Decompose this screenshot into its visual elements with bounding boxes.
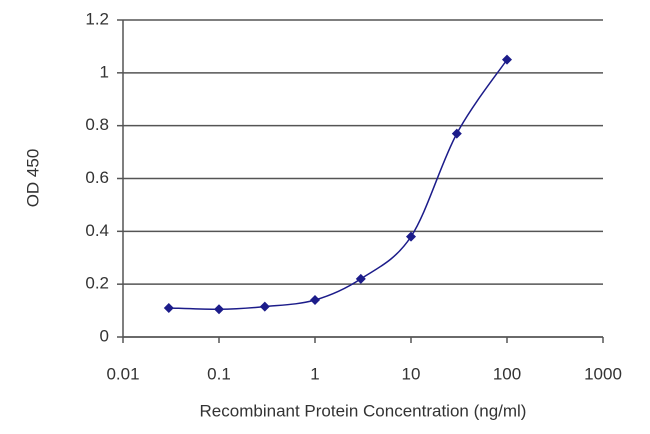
x-tick-label: 0.01 (106, 364, 139, 383)
data-point (214, 304, 224, 315)
data-point (310, 295, 320, 306)
data-point (451, 128, 462, 139)
series-line (168, 59, 508, 311)
x-tick-label: 0.1 (207, 364, 231, 383)
x-tick-label: 1 (310, 364, 319, 383)
x-axis-label: Recombinant Protein Concentration (ng/ml… (200, 401, 527, 420)
y-axis-label: OD 450 (23, 149, 42, 208)
y-tick-label: 1 (100, 62, 109, 81)
x-tick-label: 1000 (584, 364, 622, 383)
x-tick-label: 10 (402, 364, 421, 383)
y-tick-label: 0.6 (85, 168, 109, 187)
data-point (163, 302, 174, 313)
x-tick-label: 100 (493, 364, 521, 383)
y-tick-label: 0 (100, 326, 109, 345)
data-point (502, 54, 512, 65)
data-point (355, 273, 366, 284)
data-point (259, 301, 270, 312)
y-tick-label: 0.2 (85, 274, 109, 293)
data-point (406, 231, 416, 242)
y-tick-label: 0.4 (85, 221, 109, 240)
y-tick-label: 1.2 (85, 9, 109, 28)
y-tick-label: 0.8 (85, 115, 109, 134)
